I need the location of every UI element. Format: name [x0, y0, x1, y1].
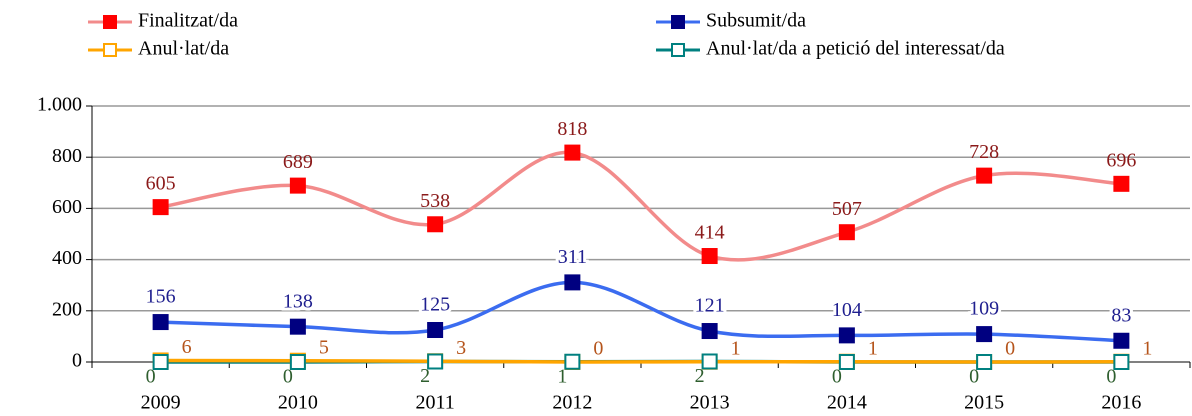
y-tick-label: 800 [52, 145, 82, 167]
y-tick-label: 1.000 [37, 94, 82, 116]
data-label: 311 [558, 246, 587, 268]
data-label: 156 [146, 286, 176, 308]
x-tick-label: 2016 [1101, 392, 1141, 414]
data-label: 689 [283, 151, 313, 173]
data-label: 1 [1142, 337, 1152, 359]
series-line [160, 280, 1122, 343]
data-label: 728 [969, 141, 999, 163]
legend-marker [671, 43, 685, 57]
marker [289, 177, 306, 194]
marker [564, 353, 581, 370]
x-tick-label: 2012 [552, 392, 592, 414]
data-label: 1 [731, 337, 741, 359]
marker [701, 323, 718, 340]
x-tick-label: 2015 [964, 392, 1004, 414]
marker [427, 353, 444, 370]
marker [1113, 332, 1130, 349]
marker [838, 327, 855, 344]
legend-marker [103, 15, 117, 29]
series-line [160, 358, 1122, 364]
marker [838, 224, 855, 241]
marker [564, 144, 581, 161]
marker [152, 354, 169, 370]
data-label: 0 [832, 366, 842, 388]
marker [701, 353, 718, 370]
marker [1113, 354, 1130, 370]
data-label: 1 [557, 365, 567, 387]
x-tick-label: 2011 [415, 392, 454, 414]
marker [838, 354, 855, 370]
legend-label: Subsumit/da [706, 10, 806, 32]
marker [701, 248, 718, 265]
data-label: 0 [1005, 338, 1015, 360]
data-label: 0 [1106, 366, 1116, 388]
data-label: 5 [319, 336, 329, 358]
legend-marker [671, 15, 685, 29]
x-tick-label: 2010 [278, 392, 318, 414]
legend-label: Anul·lat/da [138, 38, 229, 60]
x-tick-label: 2013 [690, 392, 730, 414]
marker [1113, 175, 1130, 192]
marker [976, 326, 993, 343]
data-label: 138 [283, 290, 313, 312]
data-label: 538 [420, 190, 450, 212]
marker [427, 322, 444, 338]
x-tick-label: 2009 [141, 392, 181, 414]
data-label: 414 [695, 222, 725, 244]
legend-label: Finalitzat/da [138, 10, 238, 32]
y-tick-label: 400 [52, 247, 82, 269]
y-tick-label: 200 [52, 298, 82, 320]
y-tick-label: 0 [72, 350, 82, 372]
marker [976, 167, 993, 184]
marker [152, 314, 169, 331]
marker [976, 354, 993, 370]
marker [289, 354, 306, 370]
data-label: 125 [420, 294, 450, 316]
marker [152, 199, 169, 216]
data-label: 0 [593, 338, 603, 360]
data-label: 121 [695, 295, 725, 317]
marker [289, 318, 306, 335]
data-label: 109 [969, 298, 999, 320]
data-label: 0 [969, 366, 979, 388]
legend-label: Anul·lat/da a petició del interessat/da [706, 38, 1005, 60]
data-label: 83 [1111, 304, 1131, 326]
data-label: 6 [182, 336, 192, 358]
marker [564, 274, 581, 291]
data-label: 507 [832, 198, 862, 220]
data-label: 2 [695, 365, 705, 387]
marker [427, 216, 444, 233]
data-label: 2 [420, 365, 430, 387]
data-label: 818 [557, 118, 587, 140]
data-label: 0 [283, 366, 293, 388]
series-line [160, 150, 1122, 262]
data-label: 3 [456, 337, 466, 359]
legend-marker [103, 43, 117, 57]
y-tick-label: 600 [52, 196, 82, 218]
data-label: 696 [1106, 149, 1136, 171]
data-label: 605 [146, 173, 176, 195]
x-tick-label: 2014 [827, 392, 867, 414]
data-label: 104 [832, 299, 862, 321]
data-label: 1 [868, 337, 878, 359]
data-label: 0 [146, 366, 156, 388]
